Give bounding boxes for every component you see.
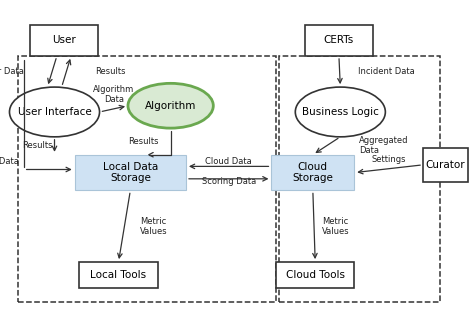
Text: Cloud Data: Cloud Data <box>205 157 252 166</box>
Text: Incident Data: Incident Data <box>358 67 415 76</box>
FancyBboxPatch shape <box>276 262 354 289</box>
FancyBboxPatch shape <box>75 155 186 190</box>
FancyBboxPatch shape <box>79 262 157 289</box>
Text: Aggregated
Data: Aggregated Data <box>359 136 409 156</box>
Text: User Data: User Data <box>0 67 24 76</box>
Text: CERTs: CERTs <box>324 35 354 45</box>
FancyBboxPatch shape <box>304 25 373 56</box>
Text: Cloud Tools: Cloud Tools <box>286 270 345 280</box>
FancyBboxPatch shape <box>271 155 354 190</box>
FancyBboxPatch shape <box>423 148 468 182</box>
Text: User: User <box>52 35 76 45</box>
Text: Algorithm
Data: Algorithm Data <box>93 85 135 104</box>
Text: Results: Results <box>128 137 159 146</box>
Text: Results: Results <box>95 67 125 76</box>
Text: Scoring Data: Scoring Data <box>201 178 256 186</box>
Text: Results: Results <box>22 141 52 150</box>
Text: Settings: Settings <box>372 155 406 164</box>
Text: Algorithm: Algorithm <box>145 101 196 111</box>
Ellipse shape <box>295 87 385 137</box>
Text: Local Tools: Local Tools <box>91 270 146 280</box>
Text: Local Data
Storage: Local Data Storage <box>103 162 158 183</box>
Ellipse shape <box>9 87 100 137</box>
Text: Cloud
Storage: Cloud Storage <box>292 162 333 183</box>
Text: Metric
Values: Metric Values <box>322 216 350 236</box>
Text: User Interface: User Interface <box>18 107 91 117</box>
Text: Metric
Values: Metric Values <box>140 216 167 236</box>
Ellipse shape <box>128 83 213 128</box>
Text: Curator: Curator <box>426 160 465 170</box>
Text: User Data: User Data <box>0 157 19 166</box>
Text: Business Logic: Business Logic <box>302 107 379 117</box>
FancyBboxPatch shape <box>30 25 99 56</box>
